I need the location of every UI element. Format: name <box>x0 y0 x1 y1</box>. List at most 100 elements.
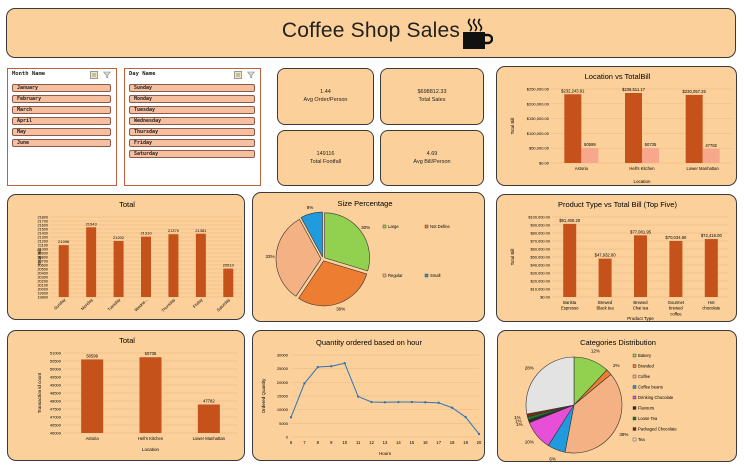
x-tick-label: 9 <box>330 440 333 445</box>
y-tick-label: $40,000.00 <box>531 263 551 268</box>
y-tick-label: 50000 <box>50 367 62 372</box>
day-slicer-item[interactable]: Tuesday <box>129 106 255 114</box>
month-slicer-item[interactable]: March <box>12 106 111 114</box>
pie-slice <box>300 211 323 258</box>
legend-swatch <box>382 224 387 229</box>
data-point <box>356 395 360 398</box>
y-tick-label: $20,000.00 <box>531 279 551 284</box>
total-by-location-panel: Total 46000 46500 47000 47500 48000 48500 49000… <box>7 330 245 461</box>
slice-label: 6% <box>549 456 556 461</box>
data-point <box>316 365 320 369</box>
legend-swatch <box>632 427 637 431</box>
legend-label: Not Define <box>430 224 450 229</box>
legend-label: Loose Tea <box>638 416 658 421</box>
y-tick-label: 21200 <box>37 240 48 244</box>
y-tick-label: 15000 <box>277 394 289 399</box>
day-slicer-item[interactable]: Monday <box>129 95 255 103</box>
data-label: 47782 <box>203 398 215 403</box>
y-tick-label: 21300 <box>37 236 48 240</box>
y-tick-label: $250,000.00 <box>527 87 550 92</box>
bar <box>139 357 162 433</box>
legend-label: Flavours <box>638 406 654 411</box>
legend-label: Small <box>430 273 441 278</box>
categories-distribution-panel: Categories Distribution 12% 2% 39% 6% 10% 1% 1%… <box>497 330 737 462</box>
month-slicer-item[interactable]: April <box>12 117 111 125</box>
slice-label: 1% <box>514 415 521 420</box>
data-label: 50599 <box>86 353 98 358</box>
chart-title: Location vs TotalBill <box>585 72 651 81</box>
filter-icon[interactable] <box>247 71 255 79</box>
y-tick-label: 48000 <box>50 399 62 404</box>
y-tick-label: $10,000.00 <box>531 287 551 292</box>
y-axis-title: Ordered Quantity <box>261 378 266 413</box>
y-tick-label: 20300 <box>37 276 48 280</box>
data-label: $70,034.60 <box>665 235 687 240</box>
data-label: $236,511.17 <box>622 87 646 92</box>
data-label: 20510 <box>223 263 235 268</box>
x-tick-label: Chai tea <box>633 306 649 311</box>
legend-swatch <box>632 406 637 410</box>
data-label: 50599 <box>584 142 596 147</box>
legend-label: Large <box>388 224 399 229</box>
legend-label: Drinking Chocolate <box>638 395 674 400</box>
y-tick-label: 49000 <box>50 383 62 388</box>
data-label: $91,406.20 <box>559 218 581 223</box>
x-tick-label: Hell's Kitchen <box>138 436 164 441</box>
data-label: 21543 <box>86 221 98 226</box>
x-tick-label: Barista <box>563 300 577 305</box>
kpi-value: $698812.33 <box>417 89 447 95</box>
bar <box>58 245 69 297</box>
day-slicer-item[interactable]: Wednesday <box>129 117 255 125</box>
data-label: $232,243.91 <box>561 88 585 93</box>
y-tick-label: 50500 <box>50 359 62 364</box>
month-slicer-item[interactable]: February <box>12 95 111 103</box>
bar <box>625 92 642 163</box>
day-slicer[interactable]: Day Name Sunday Monday Tuesday Wednesday Thu… <box>124 68 261 186</box>
pie-slice <box>324 212 370 272</box>
pie-slice <box>525 356 575 415</box>
multi-select-icon[interactable] <box>234 71 242 79</box>
y-tick-label: 30000 <box>277 353 289 358</box>
y-tick-label: 20000 <box>37 288 48 292</box>
x-tick-label: Black tea <box>596 306 614 311</box>
day-slicer-item[interactable]: Sunday <box>129 84 255 92</box>
y-axis-title: Total Bill <box>510 249 515 266</box>
y-tick-label: 0 <box>286 435 289 440</box>
x-tick-label: Gourmet <box>668 300 685 305</box>
y-axis-title: Total Bill <box>510 118 515 135</box>
dashboard-title: Coffee Shop Sales <box>281 19 461 42</box>
y-tick-label: $0.00 <box>539 161 550 166</box>
data-point <box>397 400 400 404</box>
y-tick-label: 49500 <box>50 375 62 380</box>
legend-swatch <box>424 224 429 229</box>
month-slicer[interactable]: Month Name January February March April May J… <box>7 68 117 186</box>
bar <box>685 94 703 163</box>
y-tick-label: 20700 <box>37 260 48 264</box>
y-tick-label: 20600 <box>37 264 48 268</box>
y-tick-label: 47000 <box>50 415 62 420</box>
day-slicer-item[interactable]: Saturday <box>129 150 255 158</box>
month-slicer-item[interactable]: May <box>12 128 111 136</box>
filter-icon[interactable] <box>103 71 111 79</box>
multi-select-icon[interactable] <box>90 71 98 79</box>
bar <box>581 148 599 163</box>
x-tick-label: Monday <box>80 297 95 312</box>
data-point <box>437 401 440 405</box>
y-tick-label: 21000 <box>37 248 48 252</box>
month-slicer-item[interactable]: June <box>12 139 111 147</box>
day-slicer-item[interactable]: Friday <box>129 139 255 147</box>
legend-swatch <box>424 273 429 278</box>
day-slicer-item[interactable]: Thursday <box>129 128 255 136</box>
y-tick-label: 20100 <box>37 284 48 288</box>
month-slicer-item[interactable]: January <box>12 84 111 92</box>
x-tick-label: 20 <box>477 440 482 445</box>
product-type-panel: Product Type vs Total Bill (Top Five) $0.… <box>496 194 737 322</box>
bar <box>168 234 179 297</box>
bar <box>702 148 720 163</box>
legend-label: Branded <box>638 364 655 369</box>
kpi-value: 4.69 <box>426 151 438 157</box>
kpi-label: Avg Bill/Person <box>413 159 451 165</box>
chart-title: Total <box>119 336 135 345</box>
y-tick-label: $70,000.00 <box>531 239 551 244</box>
x-axis-title: Location <box>142 447 160 452</box>
